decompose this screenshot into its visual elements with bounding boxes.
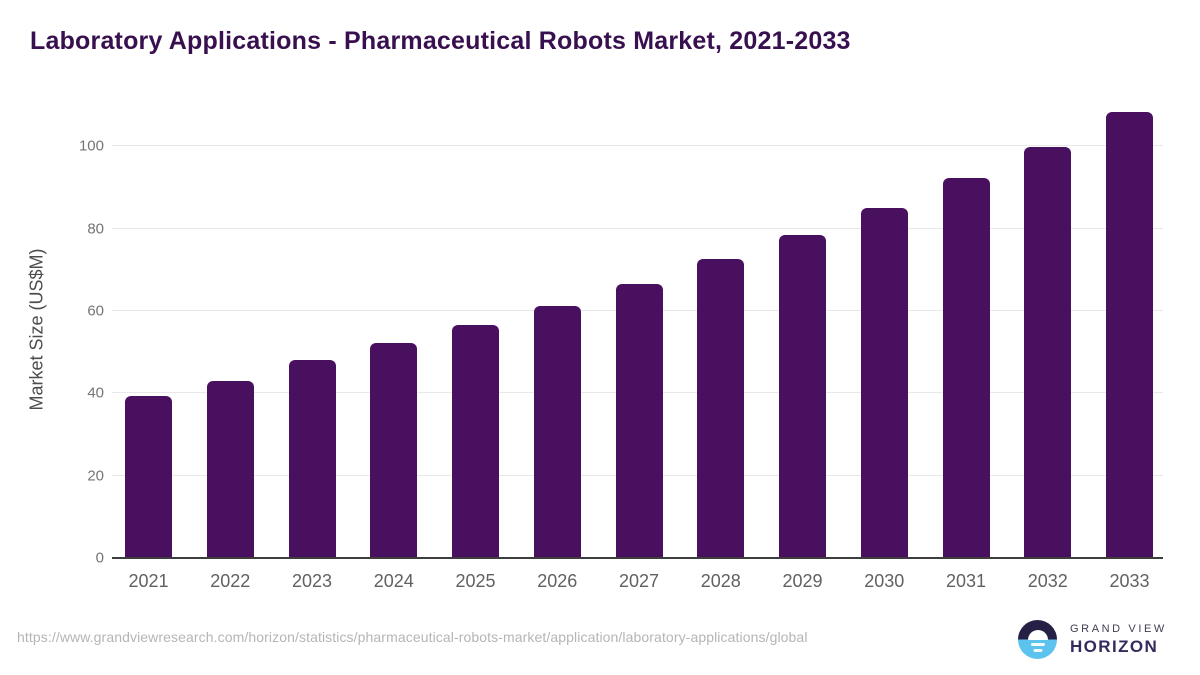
bar-2024 [370, 343, 418, 558]
x-tick-label: 2033 [1109, 571, 1150, 591]
grand-view-horizon-logo: GRAND VIEW HORIZON [1018, 620, 1167, 659]
bar-2027 [615, 283, 663, 558]
horizon-sun-icon [1018, 620, 1057, 659]
x-tick-label: 2025 [455, 571, 496, 591]
gridline [112, 145, 1163, 147]
x-tick-label: 2023 [291, 571, 333, 591]
chart-title: Laboratory Applications - Pharmaceutical… [30, 27, 851, 55]
bar-2028 [697, 259, 745, 558]
x-tick-label: 2028 [700, 571, 741, 591]
x-tick-label: 2031 [945, 571, 987, 591]
sun-dome-shape [1027, 629, 1048, 640]
y-tick-label: 40 [87, 384, 104, 402]
y-tick-label: 0 [95, 549, 104, 567]
logo-text: GRAND VIEW HORIZON [1070, 623, 1167, 657]
x-tick-label: 2024 [373, 571, 414, 591]
bar-2023 [288, 359, 336, 558]
y-tick-label: 20 [87, 467, 104, 485]
bar-2022 [206, 380, 254, 558]
logo-product-name: HORIZON [1070, 636, 1159, 656]
x-tick-label: 2022 [210, 571, 251, 591]
bar-2032 [1024, 146, 1072, 558]
y-axis-title: Market Size (US$M) [26, 247, 47, 411]
x-tick-label: 2030 [864, 571, 905, 591]
x-tick-label: 2032 [1027, 571, 1068, 591]
bar-2025 [452, 324, 499, 558]
water-ripple-shape [1033, 648, 1042, 652]
x-axis-line [112, 557, 1163, 559]
y-tick-label: 100 [78, 137, 104, 155]
x-tick-label: 2026 [537, 571, 578, 591]
logo-brand-name: GRAND VIEW [1070, 622, 1167, 635]
y-axis-title-wrap: Market Size (US$M) [24, 100, 50, 558]
source-url: https://www.grandviewresearch.com/horizo… [17, 629, 808, 645]
gridline [112, 227, 1163, 229]
plot-area: 0 20 40 60 80 100 2021 2022 2023 2024 2025 2026 2027… [79, 100, 1163, 591]
bar-2030 [860, 207, 908, 558]
bar-2026 [533, 305, 581, 558]
x-tick-label: 2021 [128, 571, 169, 591]
bar-2031 [942, 177, 990, 558]
y-tick-label: 80 [87, 220, 104, 238]
bar-2029 [779, 234, 826, 558]
x-tick-label: 2027 [618, 571, 660, 591]
water-ripple-shape [1030, 642, 1045, 646]
y-tick-label: 60 [87, 302, 104, 320]
bar-2021 [125, 395, 172, 558]
bar-2033 [1106, 111, 1153, 558]
x-tick-label: 2029 [782, 571, 823, 591]
